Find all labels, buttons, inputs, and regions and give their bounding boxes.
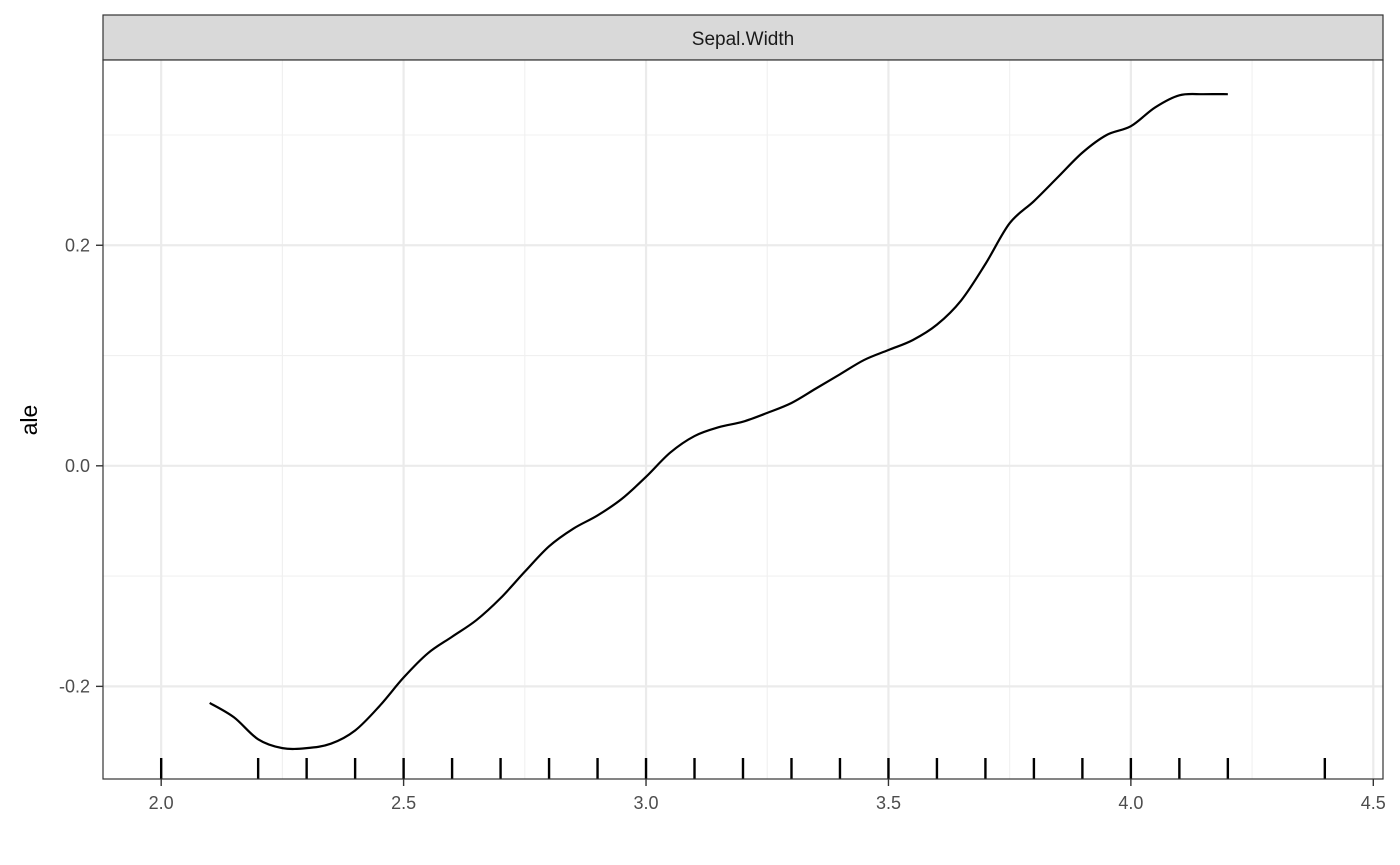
facet-label: Sepal.Width	[692, 29, 794, 50]
x-tick-label: 3.0	[634, 793, 659, 813]
panel-background	[103, 60, 1383, 779]
x-axis: 2.0 2.5 3.0 3.5 4.0 4.5	[149, 779, 1386, 813]
ale-line	[209, 92, 1228, 751]
x-tick-label: 4.0	[1118, 793, 1143, 813]
minor-gridlines	[103, 60, 1383, 779]
panel-border	[102, 59, 1384, 780]
y-tick-label: 0.2	[65, 235, 90, 255]
rug-marks	[159, 758, 1327, 779]
x-tick-label: 4.5	[1361, 793, 1386, 813]
y-axis: -0.2 0.0 0.2	[59, 235, 103, 696]
y-axis-title: ale	[16, 405, 42, 436]
facet-strip-background	[102, 14, 1384, 61]
x-tick-label: 2.0	[149, 793, 174, 813]
x-tick-label: 2.5	[391, 793, 416, 813]
facet-strip: Sepal.Width	[102, 14, 1384, 61]
major-gridlines	[103, 60, 1383, 779]
y-tick-label: -0.2	[59, 676, 90, 696]
plot-panel	[102, 59, 1384, 780]
y-tick-label: 0.0	[65, 456, 90, 476]
x-tick-label: 3.5	[876, 793, 901, 813]
